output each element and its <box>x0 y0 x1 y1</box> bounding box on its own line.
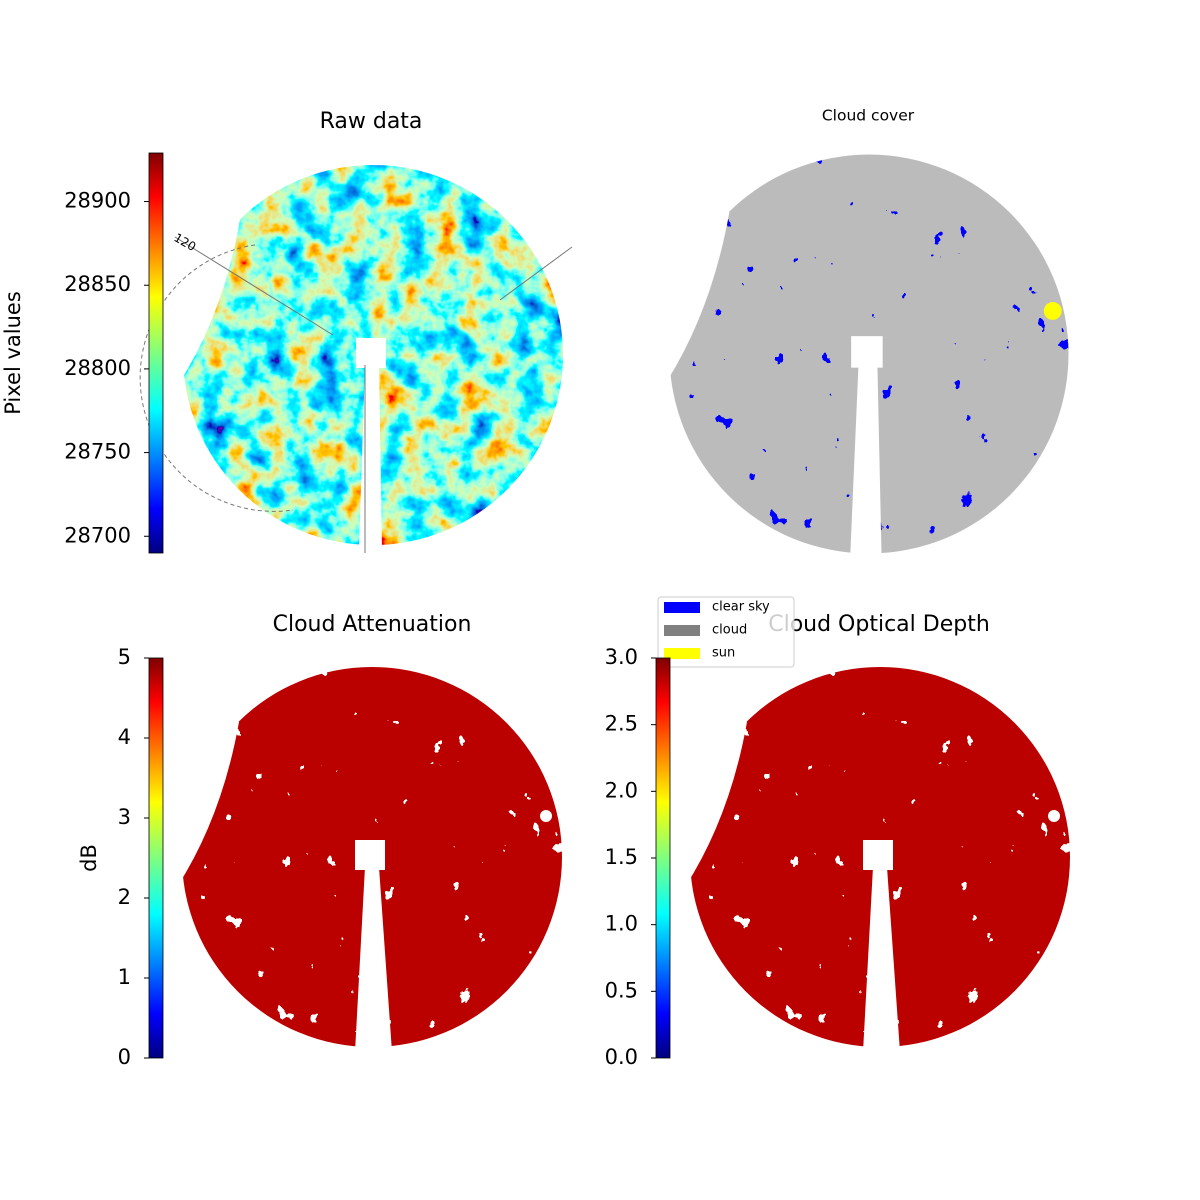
legend-label: cloud <box>712 623 747 638</box>
panel-title: Raw data <box>320 109 423 134</box>
panel-title: Cloud Optical Depth <box>768 612 990 637</box>
y-tick-label: 2 <box>118 885 131 909</box>
y-tick-label: 28750 <box>64 440 131 464</box>
cloud-cover-image <box>659 144 1069 559</box>
y-tick-label: 2.0 <box>605 778 638 802</box>
y-tick-label: 3.0 <box>605 645 638 669</box>
legend-label: sun <box>712 646 735 661</box>
y-tick-label: 28800 <box>64 356 131 380</box>
legend-swatch <box>664 602 700 613</box>
panel-title: Cloud cover <box>822 107 915 125</box>
y-tick-label: 5 <box>118 645 131 669</box>
colorbar <box>655 657 671 1059</box>
legend-label: clear sky <box>712 600 770 615</box>
colorbar-label: Pixel values <box>1 291 25 415</box>
y-tick-label: 1.0 <box>605 912 638 936</box>
y-tick-label: 1.5 <box>605 845 638 869</box>
legend-swatch <box>664 625 700 636</box>
legend: clear sky cloud sun <box>657 596 795 668</box>
y-tick-label: 28900 <box>64 189 131 213</box>
raw-image: 120 <box>139 155 573 553</box>
optical-depth-image <box>680 657 1070 1052</box>
legend-swatch <box>664 648 700 659</box>
colorbar <box>148 152 164 554</box>
y-tick-label: 28700 <box>64 523 131 547</box>
colorbar-label: dB <box>77 844 101 872</box>
y-tick-label: 0 <box>118 1045 131 1069</box>
y-tick-label: 28850 <box>64 272 131 296</box>
panel-title: Cloud Attenuation <box>273 612 472 637</box>
colorbar <box>148 657 164 1059</box>
y-tick-label: 0.5 <box>605 978 638 1002</box>
y-tick-label: 1 <box>118 965 131 989</box>
y-tick-label: 2.5 <box>605 712 638 736</box>
y-tick-label: 3 <box>118 805 131 829</box>
y-tick-label: 4 <box>118 725 131 749</box>
y-tick-label: 0.0 <box>605 1045 638 1069</box>
attenuation-image <box>172 657 562 1052</box>
